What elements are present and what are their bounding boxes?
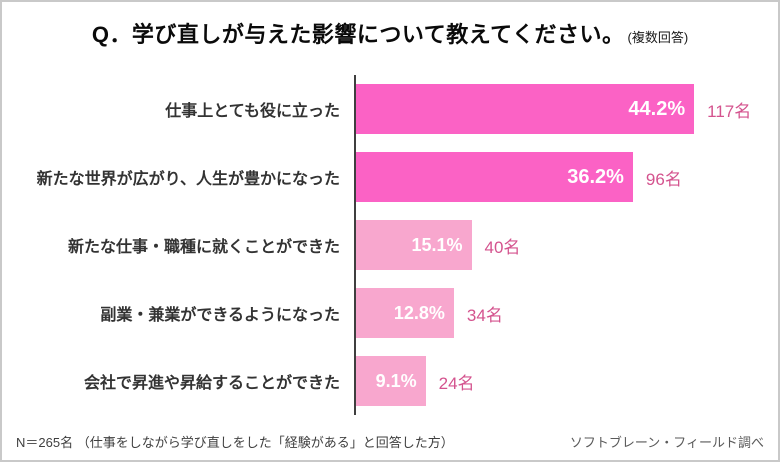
bar-track-with-axis-line: 9.1% 24名	[354, 347, 778, 415]
bar: 15.1%	[356, 220, 472, 270]
bar-row: 会社で昇進や昇給することができた 9.1% 24名	[2, 347, 778, 415]
chart-title-note: (複数回答)	[627, 30, 689, 45]
bar-row: 新たな仕事・職種に就くことができた 15.1% 40名	[2, 211, 778, 279]
count-label: 40名	[484, 237, 521, 257]
bar-track-with-axis-line: 36.2% 96名	[354, 143, 778, 211]
category-label: 新たな世界が広がり、人生が豊かになった	[36, 171, 340, 188]
bar-track-with-axis-line: 15.1% 40名	[354, 211, 778, 279]
count-label: 24名	[438, 373, 475, 393]
bar: 9.1%	[356, 356, 426, 406]
value-label: 15.1%	[411, 234, 463, 255]
footer: N＝265名 （仕事をしながら学び直しをした「経験がある」と回答した方） ソフト…	[16, 432, 764, 451]
bar: 36.2%	[356, 152, 633, 202]
value-label: 9.1%	[375, 370, 417, 391]
count-label: 96名	[645, 169, 682, 189]
chart-title-text: Q．学び直しが与えた影響について教えてください。	[91, 22, 625, 47]
category-label: 新たな仕事・職種に就くことができた	[67, 239, 340, 256]
bar-track-with-axis-line: 12.8% 34名	[354, 279, 778, 347]
bar: 44.2%	[356, 84, 695, 134]
bar-track-with-axis-line: 44.2% 117名	[354, 75, 778, 143]
category-label: 副業・兼業ができるようになった	[100, 307, 340, 324]
category-label: 仕事上とても役に立った	[165, 103, 340, 120]
category-label: 会社で昇進や昇給することができた	[83, 375, 340, 392]
sample-size-note: N＝265名 （仕事をしながら学び直しをした「経験がある」と回答した方）	[16, 435, 454, 450]
value-label: 12.8%	[393, 302, 445, 323]
value-label: 36.2%	[567, 165, 624, 188]
bar-row: 新たな世界が広がり、人生が豊かになった 36.2% 96名	[2, 143, 778, 211]
count-label: 117名	[707, 101, 752, 121]
chart-title: Q．学び直しが与えた影響について教えてください。 (複数回答)	[2, 2, 778, 49]
bar: 12.8%	[356, 288, 454, 338]
value-label: 44.2%	[628, 97, 686, 120]
bar-chart: 仕事上とても役に立った 44.2% 117名新たな世界が広がり、人生が豊かになった 3…	[2, 75, 778, 415]
bar-row: 副業・兼業ができるようになった 12.8% 34名	[2, 279, 778, 347]
bar-row: 仕事上とても役に立った 44.2% 117名	[2, 75, 778, 143]
count-label: 34名	[466, 305, 503, 325]
source-credit: ソフトブレーン・フィールド調べ	[569, 435, 764, 450]
